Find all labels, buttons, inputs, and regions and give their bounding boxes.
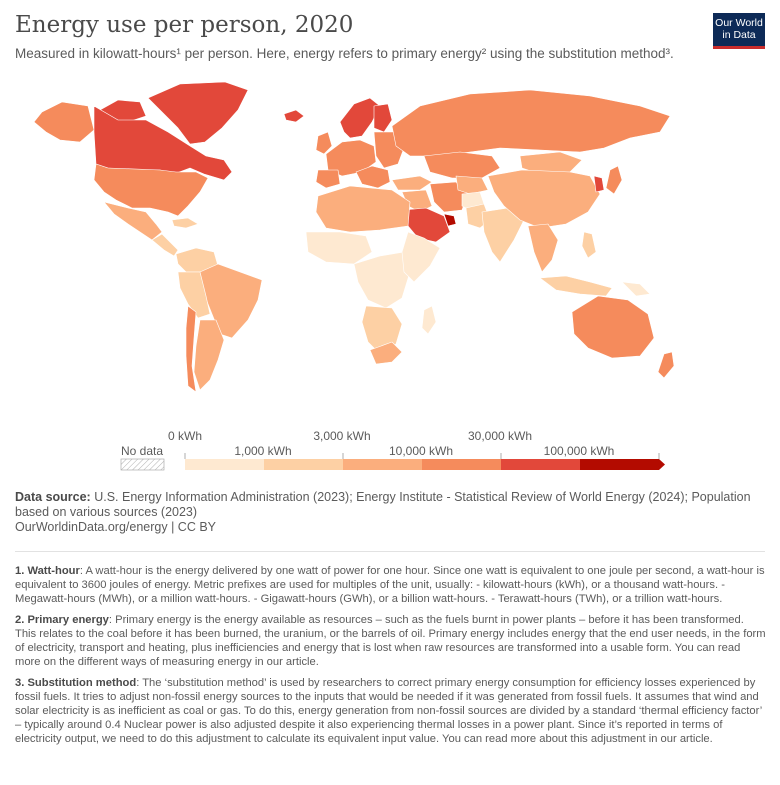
legend-no-data-label: No data — [121, 444, 163, 458]
region-north-africa[interactable] — [315, 185, 411, 233]
footnote-substitution-method: 3. Substitution method: The ‘substitutio… — [15, 676, 767, 746]
region-united-states[interactable] — [93, 163, 209, 217]
region-gulf-states[interactable] — [443, 213, 457, 227]
footnote-title: 2. Primary energy — [15, 614, 109, 626]
region-korea[interactable] — [593, 175, 605, 193]
footnote-title: 3. Substitution method — [15, 677, 137, 689]
legend-tick-100000kwh: 100,000 kWh — [544, 444, 615, 458]
map-legend: No data 0 kWh 3,000 kWh 30,000 kWh 1,000… — [120, 429, 665, 471]
legend-tick-0kwh: 0 kWh — [168, 429, 202, 443]
region-norway-sweden[interactable] — [339, 97, 381, 139]
legend-tick-30000kwh: 30,000 kWh — [468, 429, 532, 443]
region-west-africa[interactable] — [305, 231, 373, 265]
region-china[interactable] — [487, 169, 601, 229]
region-central-africa[interactable] — [353, 251, 411, 309]
region-brazil[interactable] — [199, 263, 263, 339]
data-source-label: Data source: — [15, 490, 91, 504]
data-source-text: U.S. Energy Information Administration (… — [15, 490, 751, 519]
footnote-watt-hour: 1. Watt-hour: A watt-hour is the energy … — [15, 564, 767, 606]
legend-no-data-swatch — [120, 458, 165, 471]
region-south-africa[interactable] — [369, 341, 403, 365]
legend-bin-1[interactable] — [264, 459, 343, 470]
region-papua-new-guinea[interactable] — [621, 281, 651, 297]
world-map: No data 0 kWh 3,000 kWh 30,000 kWh 1,000… — [33, 81, 675, 471]
footnote-primary-energy: 2. Primary energy: Primary energy is the… — [15, 613, 767, 669]
legend-bin-4[interactable] — [501, 459, 580, 470]
owid-logo[interactable]: Our World in Data — [713, 13, 765, 49]
region-saudi-arabia[interactable] — [403, 207, 451, 243]
region-chile[interactable] — [185, 305, 197, 393]
region-finland[interactable] — [373, 103, 393, 133]
region-uk[interactable] — [315, 131, 333, 155]
region-japan[interactable] — [605, 165, 623, 195]
region-philippines[interactable] — [581, 231, 597, 259]
region-east-africa[interactable] — [401, 231, 441, 283]
source-url[interactable]: OurWorldinData.org/energy | CC BY — [15, 520, 217, 534]
divider — [15, 551, 765, 552]
region-russia[interactable] — [391, 89, 671, 157]
footnote-title: 1. Watt-hour — [15, 565, 80, 577]
region-italy-balkans[interactable] — [355, 165, 391, 189]
logo-line-1: Our World — [715, 17, 763, 29]
legend-tick-3000kwh: 3,000 kWh — [313, 429, 370, 443]
legend-bin-3[interactable] — [422, 459, 501, 470]
region-indonesia[interactable] — [539, 275, 613, 297]
region-madagascar[interactable] — [421, 305, 437, 335]
legend-tick-1000kwh: 1,000 kWh — [234, 444, 291, 458]
region-caribbean[interactable] — [171, 217, 199, 229]
region-iberia[interactable] — [315, 169, 341, 189]
region-australia[interactable] — [571, 295, 655, 359]
region-turkey[interactable] — [391, 175, 433, 191]
footnote-text: : A watt-hour is the energy delivered by… — [15, 565, 765, 605]
legend-bin-2[interactable] — [343, 459, 422, 470]
legend-arrow — [659, 459, 665, 470]
footnote-text: : Primary energy is the energy available… — [15, 614, 766, 668]
chart-subtitle: Measured in kilowatt-hours¹ per person. … — [15, 46, 674, 61]
region-alaska[interactable] — [33, 101, 95, 143]
region-argentina[interactable] — [193, 319, 225, 391]
region-kazakhstan[interactable] — [423, 151, 501, 179]
legend-bin-5[interactable] — [580, 459, 659, 470]
legend-bin-0[interactable] — [185, 459, 264, 470]
region-greenland[interactable] — [147, 81, 249, 145]
region-southeast-asia[interactable] — [527, 223, 559, 273]
data-source: Data source: U.S. Energy Information Adm… — [15, 490, 760, 535]
region-iceland[interactable] — [283, 109, 305, 123]
region-peru-bolivia[interactable] — [177, 271, 211, 319]
logo-line-2: in Data — [722, 29, 756, 41]
region-new-zealand[interactable] — [657, 351, 675, 379]
region-central-america[interactable] — [151, 233, 179, 257]
footnote-text: : The ‘substitution method’ is used by r… — [15, 677, 762, 745]
chart-title: Energy use per person, 2020 — [15, 12, 354, 38]
legend-tick-10000kwh: 10,000 kWh — [389, 444, 453, 458]
footnotes: 1. Watt-hour: A watt-hour is the energy … — [15, 564, 767, 753]
region-mexico[interactable] — [103, 201, 163, 241]
